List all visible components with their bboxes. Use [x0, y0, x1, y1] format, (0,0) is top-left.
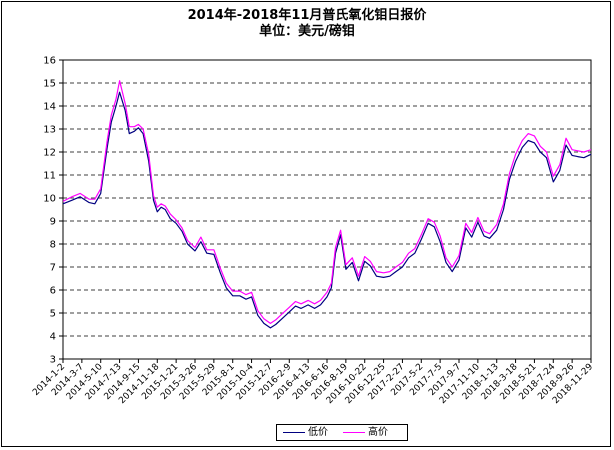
y-tick-label: 5 — [50, 309, 56, 320]
series-layer — [62, 80, 592, 329]
legend-label-low: 低价 — [308, 427, 328, 438]
y-tick-label: 15 — [43, 79, 56, 90]
legend-item-low: 低价 — [283, 426, 328, 440]
y-tick-label: 14 — [43, 102, 56, 113]
grid-layer — [63, 82, 591, 337]
y-tick-label: 16 — [43, 56, 56, 67]
legend-swatch-high — [343, 431, 365, 433]
series-line-high — [62, 80, 592, 324]
legend: 低价 高价 — [276, 424, 408, 441]
series-line-low — [62, 91, 592, 329]
chart-subtitle: 单位：美元/磅钼 — [259, 24, 355, 39]
chart-title-block: 2014年-2018年11月普氏氧化钼日报价 单位：美元/磅钼 — [0, 8, 614, 40]
legend-item-high: 高价 — [343, 426, 388, 440]
legend-swatch-low — [283, 431, 305, 433]
y-axis: 3 4 5 6 7 8 9 10 11 12 13 14 15 16 — [43, 56, 63, 366]
y-tick-label: 7 — [50, 263, 56, 274]
plot-area — [62, 59, 592, 360]
y-tick-label: 9 — [50, 217, 56, 228]
chart-title: 2014年-2018年11月普氏氧化钼日报价 — [187, 8, 427, 23]
y-tick-label: 10 — [43, 194, 56, 205]
x-axis: 2014-1-22014-3-72014-5-102014-7-132014-9… — [31, 359, 595, 406]
y-tick-label: 6 — [50, 286, 56, 297]
y-tick-label: 13 — [43, 125, 56, 136]
y-tick-label: 3 — [50, 355, 56, 366]
y-tick-label: 11 — [43, 171, 56, 182]
y-tick-label: 8 — [50, 240, 56, 251]
y-tick-label: 12 — [43, 148, 56, 159]
y-tick-label: 4 — [50, 332, 56, 343]
legend-label-high: 高价 — [368, 427, 388, 438]
